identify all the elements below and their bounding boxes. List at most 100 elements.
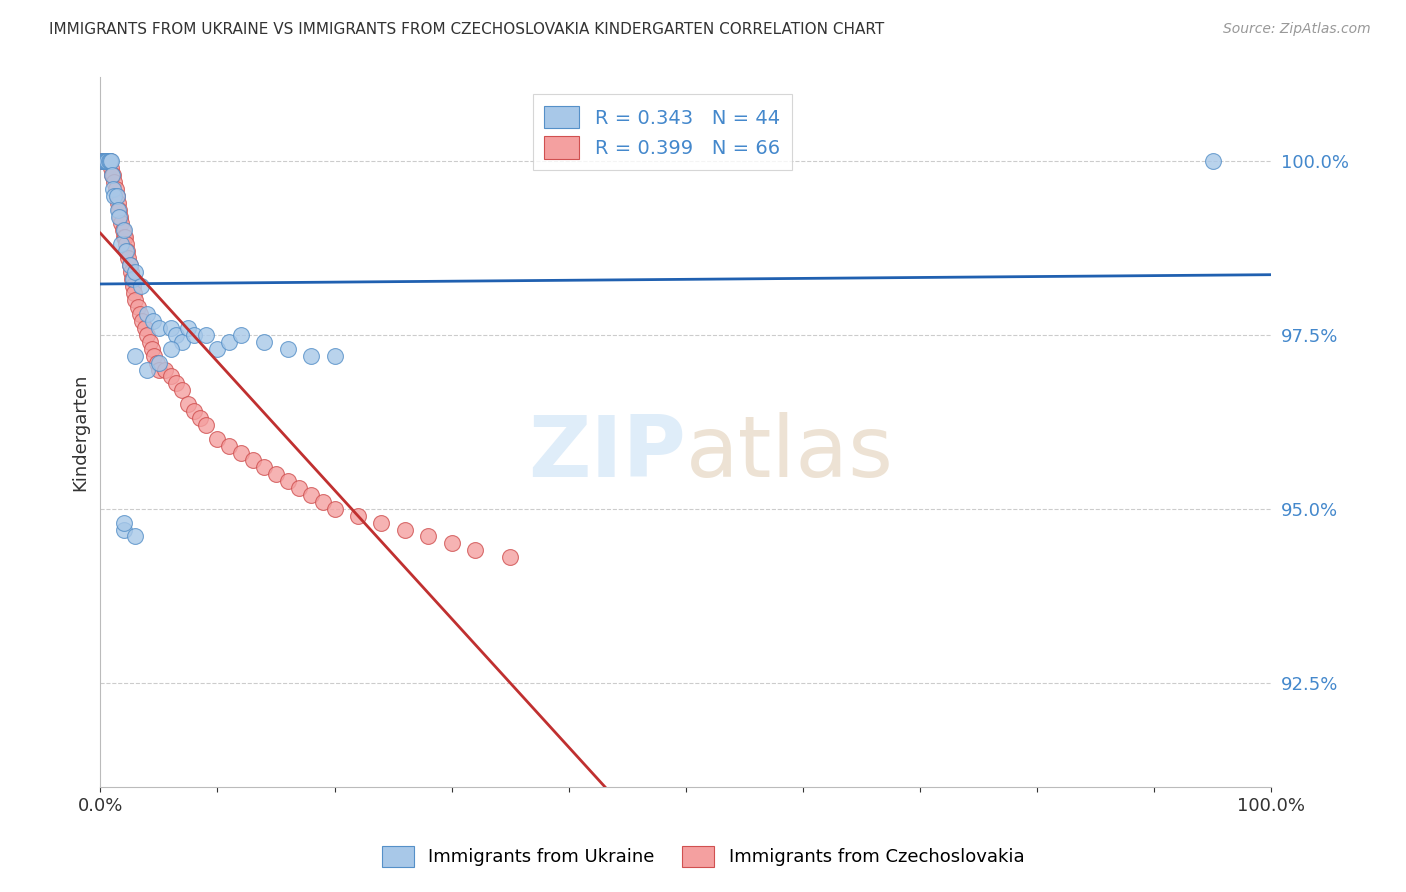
Point: [104, 182, 127, 196]
Point: [107, 202, 129, 217]
Point: [499, 550, 522, 565]
Point: [103, 182, 125, 196]
Legend: R = 0.343   N = 44, R = 0.399   N = 66: R = 0.343 N = 44, R = 0.399 N = 66: [533, 95, 792, 170]
Point: [96, 153, 118, 168]
Text: Source: ZipAtlas.com: Source: ZipAtlas.com: [1223, 22, 1371, 37]
Point: [142, 314, 165, 328]
Point: [124, 293, 146, 307]
Point: [97, 153, 120, 168]
Point: [148, 321, 170, 335]
Point: [101, 168, 124, 182]
Point: [114, 230, 136, 244]
Point: [110, 237, 132, 252]
Point: [96, 153, 118, 168]
Point: [242, 453, 264, 467]
Point: [117, 252, 139, 266]
Point: [138, 334, 160, 349]
Point: [103, 168, 125, 182]
Point: [131, 314, 153, 328]
Point: [253, 459, 276, 474]
Point: [1201, 153, 1223, 168]
Point: [418, 529, 440, 543]
Point: [172, 334, 194, 349]
Point: [98, 153, 121, 168]
Point: [394, 523, 416, 537]
Point: [229, 327, 252, 342]
Point: [218, 334, 240, 349]
Point: [159, 321, 181, 335]
Point: [105, 188, 128, 202]
Point: [145, 355, 167, 369]
Point: [93, 153, 115, 168]
Point: [122, 272, 145, 286]
Point: [183, 327, 205, 342]
Point: [277, 474, 299, 488]
Point: [118, 258, 141, 272]
Point: [148, 355, 170, 369]
Legend: Immigrants from Ukraine, Immigrants from Czechoslovakia: Immigrants from Ukraine, Immigrants from…: [374, 838, 1032, 874]
Point: [172, 384, 194, 398]
Point: [108, 202, 131, 217]
Point: [105, 188, 128, 202]
Point: [129, 307, 152, 321]
Point: [253, 334, 276, 349]
Point: [124, 529, 146, 543]
Point: [90, 153, 112, 168]
Point: [100, 153, 122, 168]
Point: [101, 168, 124, 182]
Point: [115, 237, 138, 252]
Point: [165, 327, 187, 342]
Point: [94, 153, 117, 168]
Point: [127, 300, 149, 314]
Point: [177, 321, 200, 335]
Point: [110, 217, 132, 231]
Point: [218, 439, 240, 453]
Text: atlas: atlas: [686, 412, 894, 495]
Point: [91, 153, 114, 168]
Point: [103, 188, 125, 202]
Point: [194, 418, 217, 433]
Point: [100, 161, 122, 175]
Point: [464, 543, 486, 558]
Y-axis label: Kindergarten: Kindergarten: [72, 374, 89, 491]
Point: [103, 175, 125, 189]
Point: [370, 516, 392, 530]
Point: [108, 210, 131, 224]
Point: [277, 342, 299, 356]
Point: [112, 230, 135, 244]
Point: [177, 397, 200, 411]
Point: [121, 272, 143, 286]
Point: [93, 153, 115, 168]
Point: [98, 153, 121, 168]
Text: ZIP: ZIP: [529, 412, 686, 495]
Point: [323, 501, 346, 516]
Point: [112, 523, 135, 537]
Point: [96, 153, 118, 168]
Point: [117, 244, 139, 259]
Point: [112, 223, 135, 237]
Point: [183, 404, 205, 418]
Point: [90, 153, 112, 168]
Point: [94, 153, 117, 168]
Point: [153, 362, 176, 376]
Point: [97, 153, 120, 168]
Point: [288, 481, 311, 495]
Point: [136, 307, 159, 321]
Point: [134, 321, 156, 335]
Point: [299, 488, 322, 502]
Point: [124, 286, 146, 301]
Text: IMMIGRANTS FROM UKRAINE VS IMMIGRANTS FROM CZECHOSLOVAKIA KINDERGARTEN CORRELATI: IMMIGRANTS FROM UKRAINE VS IMMIGRANTS FR…: [49, 22, 884, 37]
Point: [96, 153, 118, 168]
Point: [207, 432, 229, 446]
Point: [91, 153, 114, 168]
Point: [299, 349, 322, 363]
Point: [136, 362, 159, 376]
Point: [264, 467, 287, 481]
Point: [207, 342, 229, 356]
Point: [118, 258, 141, 272]
Point: [112, 516, 135, 530]
Point: [159, 369, 181, 384]
Point: [148, 362, 170, 376]
Point: [159, 342, 181, 356]
Point: [124, 349, 146, 363]
